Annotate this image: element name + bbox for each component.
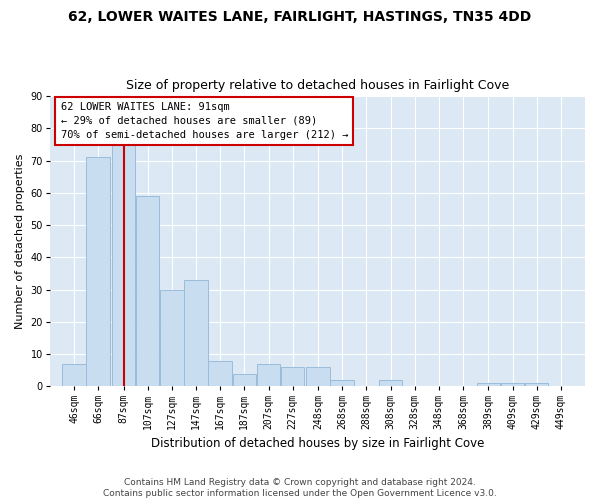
Bar <box>306 367 330 386</box>
Bar <box>160 290 184 386</box>
Title: Size of property relative to detached houses in Fairlight Cove: Size of property relative to detached ho… <box>126 79 509 92</box>
Text: Contains HM Land Registry data © Crown copyright and database right 2024.
Contai: Contains HM Land Registry data © Crown c… <box>103 478 497 498</box>
Bar <box>525 383 548 386</box>
Bar <box>331 380 354 386</box>
Bar <box>136 196 160 386</box>
Bar <box>501 383 524 386</box>
Y-axis label: Number of detached properties: Number of detached properties <box>15 154 25 329</box>
Text: 62, LOWER WAITES LANE, FAIRLIGHT, HASTINGS, TN35 4DD: 62, LOWER WAITES LANE, FAIRLIGHT, HASTIN… <box>68 10 532 24</box>
Bar <box>233 374 256 386</box>
Bar <box>476 383 500 386</box>
Text: 62 LOWER WAITES LANE: 91sqm
← 29% of detached houses are smaller (89)
70% of sem: 62 LOWER WAITES LANE: 91sqm ← 29% of det… <box>61 102 348 140</box>
Bar <box>184 280 208 386</box>
Bar <box>379 380 402 386</box>
Bar <box>208 360 232 386</box>
Bar <box>86 158 110 386</box>
Bar <box>112 144 136 386</box>
Bar <box>257 364 280 386</box>
Bar <box>62 364 86 386</box>
Bar <box>281 367 304 386</box>
X-axis label: Distribution of detached houses by size in Fairlight Cove: Distribution of detached houses by size … <box>151 437 484 450</box>
